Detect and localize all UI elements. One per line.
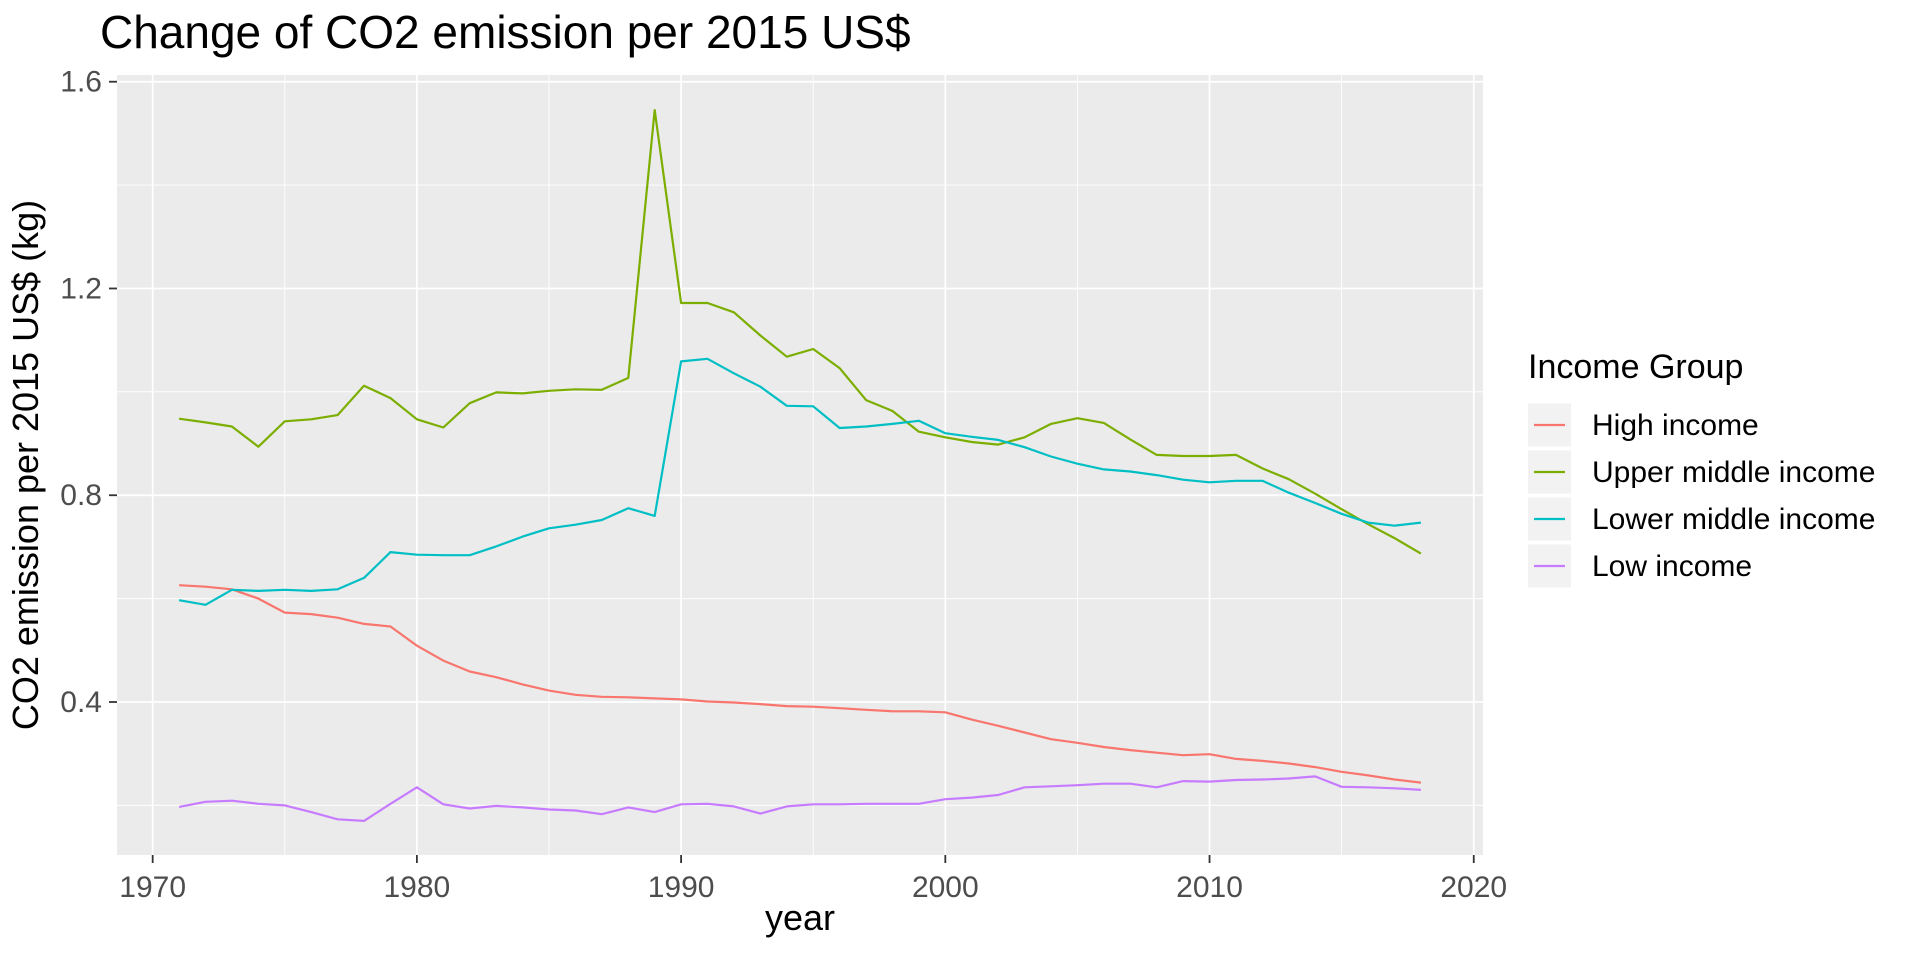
y-tick-label: 1.6: [60, 66, 102, 99]
series-lines: [178, 108, 1422, 823]
major-gridlines: [117, 75, 1483, 855]
axis-tick-labels: 1970 1980 1990 2000 2010 2020 0.4 0.8 1.2 1.6: [60, 66, 1507, 904]
line-lower-middle-income: [178, 357, 1422, 606]
axis-tick-marks: [109, 80, 1475, 863]
legend-label: High income: [1592, 409, 1759, 442]
x-tick-label: 2000: [912, 871, 979, 904]
x-axis-title: year: [765, 897, 835, 938]
x-tick-label: 2020: [1440, 871, 1507, 904]
y-tick-label: 1.2: [60, 272, 102, 305]
line-low-income: [178, 775, 1421, 823]
legend-label: Upper middle income: [1592, 456, 1875, 489]
y-tick-label: 0.4: [60, 686, 102, 719]
legend-title: Income Group: [1528, 348, 1743, 386]
line-high-income: [179, 584, 1422, 784]
legend-entry-upper-middle-income: Upper middle income: [1528, 450, 1875, 494]
x-tick-label: 1980: [384, 871, 451, 904]
legend-label: Lower middle income: [1592, 503, 1875, 536]
line-upper-middle-income: [178, 108, 1422, 555]
x-tick-label: 1970: [119, 871, 186, 904]
x-tick-label: 2010: [1176, 871, 1243, 904]
y-axis-title: CO2 emission per 2015 US$ (kg): [5, 200, 46, 730]
legend: Income Group High income Upper middle in…: [1528, 348, 1875, 588]
y-tick-label: 0.8: [60, 479, 102, 512]
legend-entry-low-income: Low income: [1528, 544, 1752, 588]
legend-entry-high-income: High income: [1528, 403, 1759, 447]
chart-title: Change of CO2 emission per 2015 US$: [100, 6, 911, 58]
x-tick-label: 1990: [648, 871, 715, 904]
legend-entry-lower-middle-income: Lower middle income: [1528, 497, 1875, 541]
legend-label: Low income: [1592, 550, 1752, 583]
plot-panel: [117, 75, 1483, 855]
